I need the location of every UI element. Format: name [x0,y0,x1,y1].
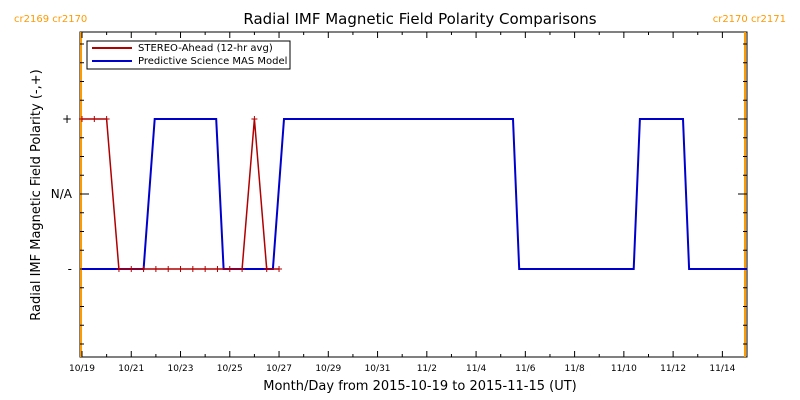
x-axis-ticks: 10/19 10/21 10/23 10/25 10/27 10/29 10/31 11/2 1… [69,32,748,374]
carrington-left-label: cr2169 cr2170 [14,14,87,25]
x-axis-label: Month/Day from 2015-10-19 to 2015-11-15 … [263,379,576,394]
plot-frame [79,31,748,358]
carrington-right-label: cr2170 cr2171 [713,14,786,25]
series-line-mas [82,118,747,270]
y-tick-label: N/A [51,187,73,201]
x-tick-label: 10/25 [217,364,243,374]
data-point-stereo [251,116,258,122]
data-point-stereo [189,266,196,272]
x-tick-label: 11/10 [611,364,637,374]
x-tick-label: 11/12 [660,364,686,374]
data-point-stereo [276,266,283,272]
data-point-stereo [263,266,270,272]
x-tick-label: 10/21 [118,364,144,374]
data-point-stereo [115,266,122,272]
y-axis-ticks: + N/A - [51,43,747,345]
x-tick-label: 11/6 [515,364,535,374]
x-tick-label: 10/29 [315,364,341,374]
data-point-stereo [79,116,85,122]
data-point-stereo [177,266,184,272]
data-point-stereo [165,266,172,272]
x-tick-label: 10/31 [365,364,391,374]
data-point-stereo [128,266,135,272]
legend-label-stereo: STEREO-Ahead (12-hr avg) [138,43,273,54]
data-point-stereo [91,116,98,122]
x-tick-label: 11/4 [466,364,486,374]
x-tick-label: 10/19 [69,364,95,374]
y-tick-label: + [62,112,72,126]
legend-label-mas: Predictive Science MAS Model [138,56,287,67]
series-line-stereo [82,118,279,270]
data-point-stereo [152,266,159,272]
x-tick-label: 11/14 [709,364,735,374]
x-tick-label: 10/23 [168,364,194,374]
data-point-stereo [226,266,233,272]
legend: STEREO-Ahead (12-hr avg) Predictive Scie… [86,40,291,70]
legend-box [86,40,291,70]
chart-title: Radial IMF Magnetic Field Polarity Compa… [243,10,596,28]
x-tick-label: 10/27 [266,364,292,374]
y-tick-label: - [68,262,72,276]
x-tick-label: 11/2 [417,364,437,374]
data-point-stereo [239,266,246,272]
series-layer [79,116,747,272]
y-axis-label: Radial IMF Magnetic Field Polarity (-,+) [29,69,44,320]
data-point-stereo [140,266,147,272]
data-point-stereo [214,266,221,272]
data-point-stereo [103,116,110,122]
data-point-stereo [202,266,209,272]
x-tick-label: 11/8 [564,364,584,374]
